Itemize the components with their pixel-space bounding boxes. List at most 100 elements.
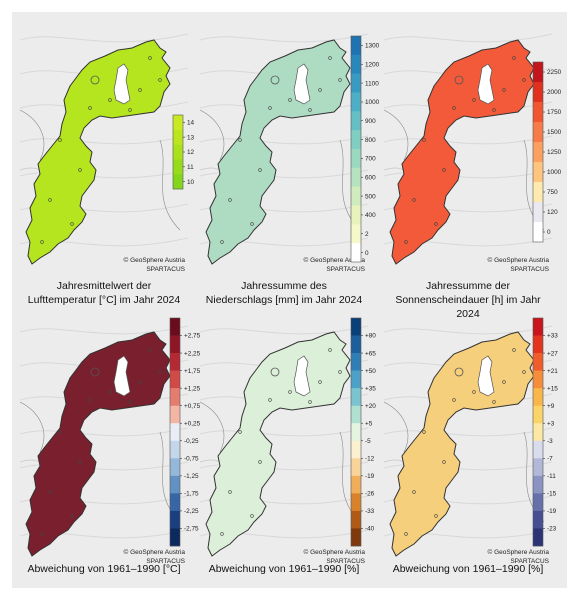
caption-line: Niederschlags [mm] im Jahr 2024 bbox=[205, 294, 363, 306]
colorbar-tick-label: 400 bbox=[365, 212, 376, 219]
lake-ring bbox=[454, 75, 464, 85]
colorbar-tick-label: 1000 bbox=[365, 99, 380, 106]
region-shape bbox=[205, 39, 351, 265]
region-shape bbox=[25, 331, 171, 557]
colorbar-tick-label: 600 bbox=[365, 174, 376, 181]
colorbar-tick-label: +33 bbox=[547, 333, 558, 340]
colorbar-tick-label: +50 bbox=[365, 368, 376, 375]
border-line bbox=[384, 109, 409, 161]
panel-precipitation-map: © GeoSphere Austria SPARTACUS bbox=[200, 20, 368, 275]
colorbar-segment bbox=[170, 458, 180, 477]
colorbar-segment bbox=[533, 122, 543, 143]
station-marker bbox=[422, 138, 426, 142]
colorbar-segment bbox=[533, 423, 543, 442]
colorbar-tick-label: +35 bbox=[365, 385, 376, 392]
colorbar-segment bbox=[533, 440, 543, 459]
colorbar-tick-label: +27 bbox=[547, 350, 558, 357]
colorbar-tick-label: 12 bbox=[187, 149, 195, 156]
relief-line bbox=[384, 33, 552, 43]
source-label: SPARTACUS bbox=[510, 558, 549, 565]
colorbar-segment bbox=[351, 423, 361, 442]
lake-ring bbox=[270, 75, 280, 85]
map-area bbox=[200, 312, 368, 567]
colorbar-border bbox=[350, 317, 362, 547]
station-marker bbox=[48, 198, 52, 202]
colorbar-segment bbox=[533, 202, 543, 223]
colorbar-tick-label: 120 bbox=[547, 209, 558, 216]
station-marker bbox=[412, 490, 416, 494]
colorbar-border bbox=[532, 317, 544, 547]
station-marker bbox=[512, 56, 516, 60]
colorbar-segment bbox=[170, 353, 180, 371]
colorbar-tick-label: +0,75 bbox=[184, 403, 201, 410]
colorbar-tick-label: -2,75 bbox=[184, 526, 199, 533]
station-marker bbox=[328, 56, 332, 60]
colorbar-segment bbox=[170, 510, 180, 529]
station-marker bbox=[422, 430, 426, 434]
region-shape bbox=[205, 331, 351, 557]
colorbar-segment bbox=[173, 129, 183, 145]
colorbar-tick-label: -19 bbox=[365, 473, 375, 480]
station-marker bbox=[404, 240, 408, 244]
station-marker bbox=[512, 348, 516, 352]
border-line bbox=[200, 109, 225, 161]
lake-ring bbox=[454, 367, 464, 377]
border-line bbox=[200, 401, 225, 453]
colorbar-segment bbox=[351, 149, 361, 169]
lake-shape bbox=[477, 355, 495, 397]
colorbar-tick-label: -12 bbox=[365, 456, 375, 463]
colorbar-tick-label: -33 bbox=[365, 508, 375, 515]
copyright-label: © GeoSphere Austria bbox=[123, 257, 185, 264]
colorbar-segment bbox=[351, 370, 361, 389]
station-marker bbox=[250, 514, 254, 518]
colorbar-segment bbox=[351, 440, 361, 459]
panel-temperature-map: © GeoSphere Austria SPARTACUS bbox=[20, 20, 188, 275]
relief-line bbox=[20, 33, 188, 43]
station-marker bbox=[268, 398, 272, 402]
colorbar-sunshine-anomaly: +33 +27 +21 +15 +9 +3 -3 -7 -11 -15 -19 -23 bbox=[532, 316, 573, 548]
caption-line: Jahressumme der bbox=[425, 280, 511, 292]
colorbar-segment bbox=[351, 54, 361, 74]
colorbar-segment bbox=[170, 318, 180, 336]
lake-ring bbox=[90, 75, 100, 85]
relief-line bbox=[200, 33, 368, 43]
station-marker bbox=[318, 88, 322, 92]
station-marker bbox=[108, 98, 112, 102]
station-marker bbox=[412, 198, 416, 202]
lake-shape bbox=[293, 355, 311, 397]
station-marker bbox=[318, 380, 322, 384]
colorbar-segment bbox=[533, 458, 543, 477]
station-marker bbox=[308, 108, 312, 112]
colorbar-segment bbox=[533, 510, 543, 529]
colorbar-tick-label: +9 bbox=[547, 403, 555, 410]
relief-line bbox=[200, 427, 368, 437]
colorbar-tick-label: -26 bbox=[365, 491, 375, 498]
colorbar-tick-label: 1100 bbox=[365, 80, 379, 87]
colorbar-segment bbox=[533, 162, 543, 183]
station-marker bbox=[228, 198, 232, 202]
colorbar-tick-label: -15 bbox=[547, 491, 557, 498]
colorbar-tick-label: 0 bbox=[547, 229, 551, 236]
caption-line: Abweichung von 1961–1990 [%] bbox=[392, 563, 544, 575]
caption-precipitation: Jahressumme des Niederschlags [mm] im Ja… bbox=[200, 279, 368, 307]
colorbar-tick-label: -7 bbox=[547, 456, 553, 463]
colorbar-segment bbox=[351, 528, 361, 547]
lake-shape bbox=[293, 63, 311, 105]
source-label: SPARTACUS bbox=[510, 266, 549, 273]
map-svg bbox=[20, 325, 188, 557]
colorbar-tick-label: -0,25 bbox=[184, 438, 199, 445]
colorbar-tick-label: 1000 bbox=[547, 169, 562, 176]
relief-line bbox=[200, 135, 368, 145]
copyright-label: © GeoSphere Austria bbox=[303, 257, 365, 264]
panel-temperature-anomaly-map: © GeoSphere Austria SPARTACUS bbox=[20, 312, 188, 567]
colorbar-tick-label: +20 bbox=[365, 403, 376, 410]
colorbar-tick-label: +1,75 bbox=[184, 368, 201, 375]
station-marker bbox=[58, 138, 62, 142]
station-marker bbox=[492, 108, 496, 112]
station-marker bbox=[492, 400, 496, 404]
lake-shape bbox=[477, 63, 495, 105]
map-area bbox=[384, 20, 552, 275]
colorbar-tick-label: -1,75 bbox=[184, 491, 199, 498]
colorbar-border bbox=[350, 35, 362, 263]
station-marker bbox=[328, 348, 332, 352]
